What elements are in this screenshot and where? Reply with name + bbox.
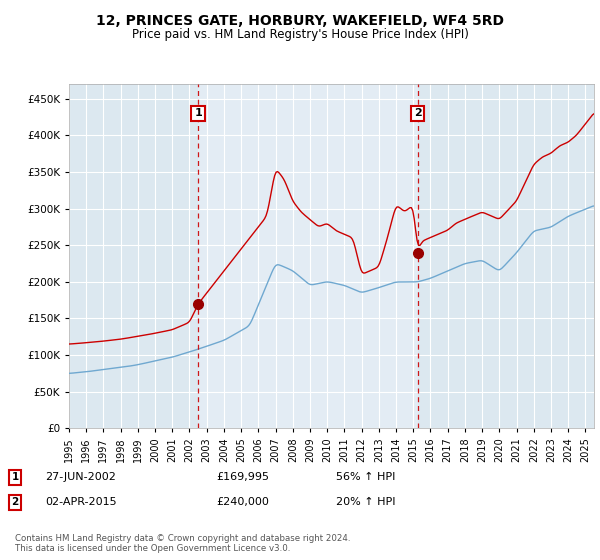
Text: 27-JUN-2002: 27-JUN-2002 <box>45 472 116 482</box>
Text: 12, PRINCES GATE, HORBURY, WAKEFIELD, WF4 5RD: 12, PRINCES GATE, HORBURY, WAKEFIELD, WF… <box>96 14 504 28</box>
Text: Price paid vs. HM Land Registry's House Price Index (HPI): Price paid vs. HM Land Registry's House … <box>131 28 469 41</box>
Text: Contains HM Land Registry data © Crown copyright and database right 2024.
This d: Contains HM Land Registry data © Crown c… <box>15 534 350 553</box>
Text: 02-APR-2015: 02-APR-2015 <box>45 497 116 507</box>
Text: 1: 1 <box>11 472 19 482</box>
Text: £169,995: £169,995 <box>216 472 269 482</box>
Text: £240,000: £240,000 <box>216 497 269 507</box>
Bar <box>198 84 418 428</box>
Text: 56% ↑ HPI: 56% ↑ HPI <box>336 472 395 482</box>
Text: 20% ↑ HPI: 20% ↑ HPI <box>336 497 395 507</box>
Text: 2: 2 <box>413 108 421 118</box>
Text: 2: 2 <box>11 497 19 507</box>
Text: 1: 1 <box>194 108 202 118</box>
